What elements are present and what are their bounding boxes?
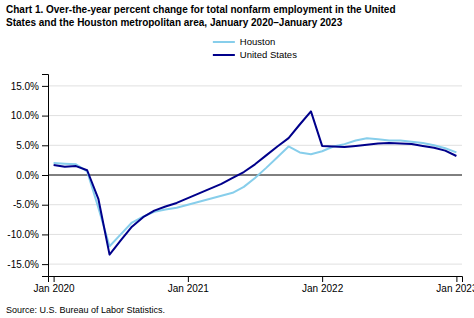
title: Chart 1. Over-the-year percent change fo… bbox=[6, 4, 396, 15]
grid-line bbox=[48, 145, 462, 146]
y-axis: -15.0% -10.0% -5.0% 0.0% 5.0% 10.0% 15.0% bbox=[7, 75, 48, 277]
x-tick-mark bbox=[322, 276, 323, 282]
x-tick-label: Jan 2020 bbox=[34, 283, 76, 294]
y-tick: 0.0% bbox=[16, 170, 48, 181]
grid-line bbox=[48, 85, 462, 86]
y-tick: -10.0% bbox=[7, 229, 48, 240]
y-tick-label: -10.0% bbox=[7, 229, 39, 240]
legend-label: United States bbox=[240, 49, 297, 60]
legend-swatch bbox=[213, 41, 235, 43]
y-tick-label: -15.0% bbox=[7, 259, 39, 270]
grid-line bbox=[48, 264, 462, 265]
grid-line bbox=[48, 204, 462, 205]
x-tick: Jan 2021 bbox=[168, 276, 210, 294]
y-tick-label: 10.0% bbox=[11, 110, 39, 121]
y-tick: 5.0% bbox=[16, 140, 48, 151]
x-tick-label: Jan 2023 bbox=[436, 283, 474, 294]
x-tick-mark bbox=[54, 276, 55, 282]
x-axis-line bbox=[49, 277, 463, 283]
plot: -15.0% -10.0% -5.0% 0.0% 5.0% 10.0% 15.0% Jan 2… bbox=[7, 75, 474, 295]
y-tick-mark bbox=[42, 145, 48, 146]
legend-swatch bbox=[213, 54, 235, 56]
grid-line bbox=[48, 115, 462, 116]
y-tick-label: 5.0% bbox=[16, 140, 39, 151]
y-tick-mark bbox=[42, 86, 48, 87]
lines bbox=[54, 111, 457, 254]
y-tick-label: 15.0% bbox=[11, 81, 39, 92]
x-tick: Jan 2020 bbox=[34, 276, 76, 294]
y-tick-label: 0.0% bbox=[16, 170, 39, 181]
y-tick: -5.0% bbox=[13, 199, 48, 210]
x-tick: Jan 2022 bbox=[302, 276, 344, 294]
y-axis-line bbox=[42, 75, 49, 277]
chart: Chart 1. Over-the-year percent change fo… bbox=[0, 0, 474, 318]
legend-label: Houston bbox=[240, 36, 275, 47]
y-tick-label: -5.0% bbox=[13, 199, 39, 210]
y-tick: 10.0% bbox=[11, 110, 48, 121]
x-tick: Jan 2023 bbox=[436, 276, 474, 294]
legend-item: United States bbox=[213, 49, 297, 60]
y-tick: -15.0% bbox=[7, 259, 48, 270]
grid-line bbox=[48, 234, 462, 235]
x-tick-label: Jan 2021 bbox=[168, 283, 210, 294]
x-axis: Jan 2020 Jan 2021 Jan 2022 Jan 2023 bbox=[34, 276, 474, 294]
y-tick-mark bbox=[42, 205, 48, 206]
x-tick-label: Jan 2022 bbox=[302, 283, 344, 294]
y-tick: 15.0% bbox=[11, 81, 48, 92]
grid bbox=[48, 86, 462, 264]
series-line bbox=[54, 138, 457, 246]
legend: Houston United States bbox=[213, 36, 297, 60]
legend-item: Houston bbox=[213, 36, 275, 47]
annotation: Source: U.S. Bureau of Labor Statistics. bbox=[6, 305, 165, 315]
y-tick-mark bbox=[42, 264, 48, 265]
zero-line bbox=[48, 175, 462, 176]
subtitle: States and the Houston metropolitan area… bbox=[6, 17, 343, 28]
x-tick-mark bbox=[456, 276, 457, 282]
y-tick-mark bbox=[42, 234, 48, 235]
y-tick-mark bbox=[42, 116, 48, 117]
y-tick-mark bbox=[42, 175, 48, 176]
x-tick-mark bbox=[188, 276, 189, 282]
series-line bbox=[54, 111, 457, 254]
